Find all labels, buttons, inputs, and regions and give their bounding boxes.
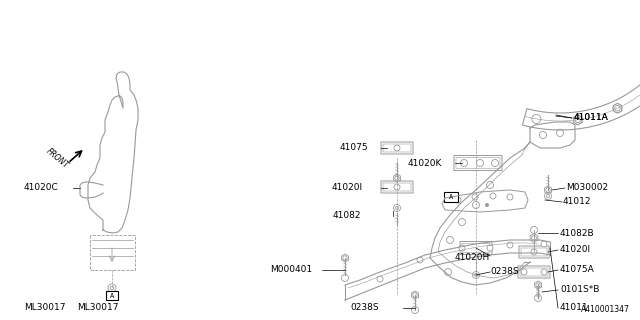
- Text: 41020H: 41020H: [455, 253, 490, 262]
- Text: 41020C: 41020C: [24, 183, 59, 193]
- Circle shape: [477, 159, 483, 166]
- Circle shape: [395, 176, 399, 180]
- Text: 41082: 41082: [333, 212, 362, 220]
- Circle shape: [459, 245, 465, 251]
- Circle shape: [487, 245, 493, 251]
- Circle shape: [490, 193, 496, 199]
- FancyBboxPatch shape: [518, 266, 550, 278]
- Circle shape: [531, 227, 538, 234]
- Text: 41082B: 41082B: [560, 228, 595, 237]
- Circle shape: [461, 159, 467, 166]
- Text: 41011A: 41011A: [574, 114, 609, 123]
- FancyBboxPatch shape: [521, 248, 547, 256]
- Circle shape: [445, 268, 451, 276]
- Circle shape: [462, 247, 468, 253]
- FancyBboxPatch shape: [460, 242, 492, 254]
- Circle shape: [474, 274, 477, 276]
- Circle shape: [377, 276, 383, 282]
- Circle shape: [342, 275, 349, 282]
- Text: 41020I: 41020I: [560, 245, 591, 254]
- Circle shape: [507, 194, 513, 200]
- Text: 41012: 41012: [563, 197, 591, 206]
- Circle shape: [532, 115, 541, 124]
- FancyBboxPatch shape: [381, 142, 413, 154]
- Circle shape: [541, 269, 547, 275]
- Circle shape: [486, 204, 488, 206]
- Circle shape: [472, 202, 479, 209]
- FancyBboxPatch shape: [519, 246, 549, 258]
- Circle shape: [108, 284, 116, 292]
- Circle shape: [573, 115, 582, 124]
- Text: 0101S*B: 0101S*B: [560, 285, 600, 294]
- Circle shape: [458, 219, 465, 226]
- Text: 41075: 41075: [340, 143, 369, 153]
- Circle shape: [447, 236, 454, 244]
- Circle shape: [412, 307, 419, 314]
- FancyBboxPatch shape: [520, 268, 548, 276]
- FancyBboxPatch shape: [462, 244, 490, 252]
- Text: 41020I: 41020I: [332, 183, 363, 193]
- Circle shape: [615, 106, 620, 111]
- Circle shape: [396, 206, 399, 210]
- Circle shape: [413, 293, 417, 297]
- Circle shape: [541, 241, 547, 247]
- Circle shape: [394, 145, 400, 151]
- Circle shape: [507, 242, 513, 248]
- Text: FRONT: FRONT: [44, 146, 70, 170]
- Circle shape: [613, 104, 622, 113]
- FancyBboxPatch shape: [383, 144, 411, 152]
- Text: 41075A: 41075A: [560, 266, 595, 275]
- Text: 0238S: 0238S: [490, 268, 518, 276]
- Text: 41011A: 41011A: [574, 114, 609, 123]
- Text: M000401: M000401: [270, 266, 312, 275]
- Circle shape: [343, 256, 347, 260]
- Text: A: A: [110, 292, 114, 299]
- Circle shape: [394, 204, 401, 212]
- Circle shape: [394, 184, 400, 190]
- Text: M030002: M030002: [566, 183, 608, 193]
- Text: ML30017: ML30017: [24, 302, 65, 311]
- Text: 41020K: 41020K: [408, 158, 442, 167]
- FancyBboxPatch shape: [456, 157, 500, 169]
- Circle shape: [557, 130, 563, 137]
- Circle shape: [545, 193, 552, 199]
- Circle shape: [472, 194, 478, 200]
- FancyBboxPatch shape: [383, 183, 411, 191]
- Circle shape: [455, 197, 461, 203]
- Text: ML30017: ML30017: [77, 302, 119, 311]
- Circle shape: [534, 294, 541, 301]
- Circle shape: [532, 236, 536, 240]
- FancyBboxPatch shape: [454, 156, 502, 171]
- Text: A: A: [449, 194, 453, 200]
- Text: 41011: 41011: [560, 303, 589, 313]
- Circle shape: [492, 159, 499, 166]
- Circle shape: [472, 271, 479, 278]
- Circle shape: [417, 257, 423, 263]
- Circle shape: [540, 132, 547, 139]
- FancyBboxPatch shape: [381, 181, 413, 193]
- Circle shape: [546, 188, 550, 192]
- Circle shape: [110, 286, 114, 290]
- Circle shape: [486, 181, 493, 188]
- Circle shape: [536, 283, 540, 287]
- Circle shape: [547, 195, 550, 197]
- Circle shape: [575, 117, 580, 123]
- Bar: [444, 192, 458, 202]
- Bar: [106, 291, 118, 300]
- Text: 0238S: 0238S: [350, 303, 379, 313]
- Circle shape: [521, 269, 527, 275]
- Text: A410001347: A410001347: [581, 305, 630, 314]
- Circle shape: [531, 249, 537, 255]
